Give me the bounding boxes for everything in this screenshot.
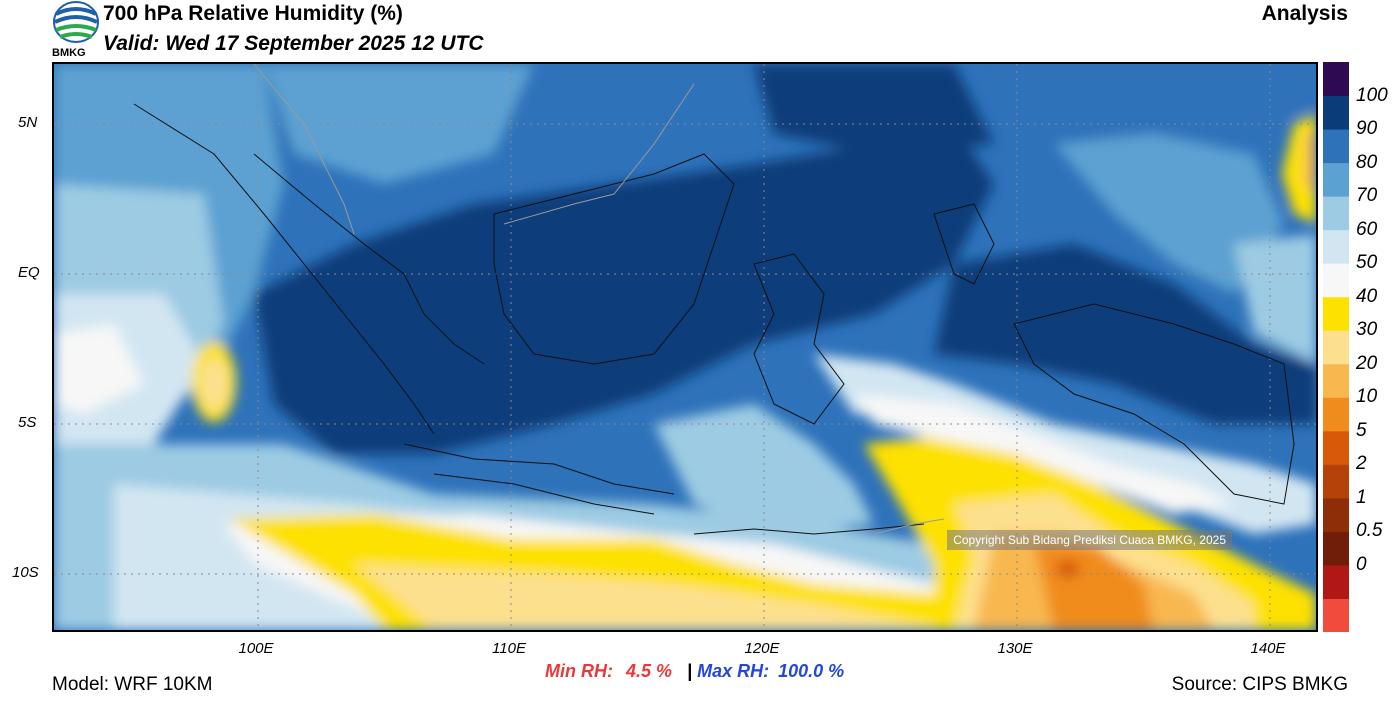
colorbar-label: 70 (1356, 185, 1378, 207)
lat-label-5s: 5S (18, 414, 37, 431)
colorbar-swatch (1323, 598, 1349, 633)
colorbar-swatch (1323, 196, 1349, 231)
bmkg-logo (52, 0, 100, 60)
colorbar-swatch (1323, 464, 1349, 499)
min-rh-label: Min RH: (545, 661, 613, 681)
colorbar-label: 10 (1356, 386, 1378, 408)
colorbar-swatch (1323, 330, 1349, 365)
lon-label-100e: 100E (238, 640, 274, 657)
lon-label-130e: 130E (997, 640, 1033, 657)
map-panel: Copyright Sub Bidang Prediksi Cuaca BMKG… (52, 62, 1318, 632)
colorbar-swatch (1323, 497, 1349, 532)
colorbar-swatch (1323, 62, 1349, 97)
colorbar-swatch (1323, 162, 1349, 197)
rh-stats: Min RH: 4.5 % | Max RH: 100.0 % (545, 661, 844, 682)
colorbar-swatch (1323, 363, 1349, 398)
colorbar-swatch (1323, 263, 1349, 298)
colorbar-label: 50 (1356, 252, 1378, 274)
colorbar-swatch (1323, 95, 1349, 130)
map-title: 700 hPa Relative Humidity (%) (103, 2, 403, 25)
colorbar-label: 60 (1356, 218, 1378, 240)
colorbar-swatch (1323, 296, 1349, 331)
colorbar-swatch (1323, 229, 1349, 264)
colorbar-label: 100 (1356, 84, 1388, 106)
lat-label-eq: EQ (18, 264, 40, 281)
model-info: Model: WRF 10KM (52, 674, 213, 695)
colorbar-label: 0 (1356, 553, 1367, 575)
lon-label-110e: 110E (492, 640, 526, 657)
colorbar-swatch (1323, 397, 1349, 432)
colorbar-label: 1 (1356, 486, 1367, 508)
valid-time: Valid: Wed 17 September 2025 12 UTC (103, 32, 484, 55)
product-type: Analysis (1261, 2, 1348, 25)
min-rh-value: 4.5 % (626, 661, 673, 681)
source-info: Source: CIPS BMKG (1171, 674, 1348, 695)
colorbar-label: 0.5 (1356, 520, 1383, 542)
colorbar-swatch (1323, 531, 1349, 566)
logo-text: BMKG (52, 47, 86, 59)
coastlines (133, 103, 1295, 535)
lat-label-10s: 10S (12, 564, 39, 581)
lon-label-120e: 120E (744, 640, 780, 657)
colorbar-swatch (1323, 564, 1349, 599)
colorbar-swatch (1323, 129, 1349, 164)
colorbar-label: 80 (1356, 151, 1378, 173)
colorbar-swatch (1323, 430, 1349, 465)
lon-label-140e: 140E (1250, 640, 1286, 657)
borders (253, 64, 945, 535)
max-rh-value: 100.0 % (778, 661, 845, 681)
copyright-notice: Copyright Sub Bidang Prediksi Cuaca BMKG… (947, 530, 1232, 550)
colorbar-label: 90 (1356, 118, 1378, 140)
colorbar-label: 20 (1356, 352, 1378, 374)
stats-separator: | (687, 661, 693, 681)
colorbar-label: 2 (1356, 453, 1367, 475)
colorbar-label: 5 (1356, 419, 1367, 441)
graticule (54, 64, 1316, 630)
colorbar (1323, 62, 1349, 633)
lat-label-5n: 5N (18, 114, 38, 131)
colorbar-label: 40 (1356, 285, 1378, 307)
max-rh-label: Max RH: (697, 661, 770, 681)
colorbar-label: 30 (1356, 319, 1378, 341)
